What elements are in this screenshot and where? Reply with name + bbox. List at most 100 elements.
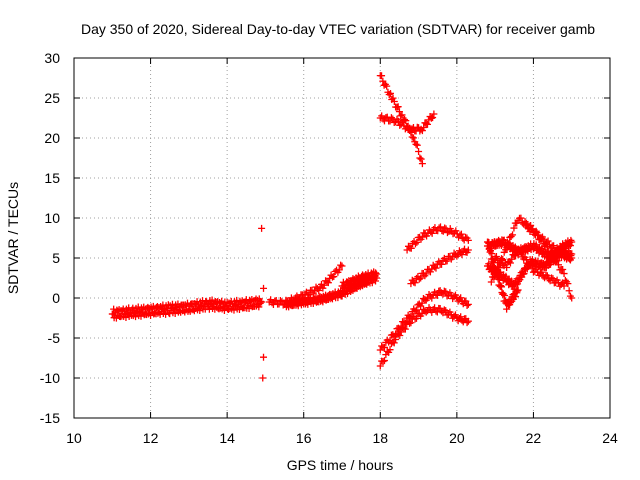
y-tick-label: 10 bbox=[44, 210, 60, 226]
x-tick-label: 24 bbox=[602, 430, 618, 446]
data-point-marker bbox=[463, 319, 471, 327]
data-point-marker bbox=[372, 270, 380, 278]
data-point-marker bbox=[428, 294, 436, 302]
data-point-marker bbox=[171, 310, 179, 318]
data-point-marker bbox=[542, 271, 550, 279]
data-point-marker bbox=[394, 103, 402, 111]
data-point-marker bbox=[508, 255, 516, 263]
data-point-marker bbox=[412, 140, 420, 148]
data-point-marker bbox=[567, 236, 575, 244]
series-mid-b bbox=[407, 245, 472, 288]
series-main-band bbox=[108, 295, 266, 322]
data-point-marker bbox=[406, 313, 414, 321]
data-point-marker bbox=[411, 240, 419, 248]
series-low-a bbox=[376, 304, 472, 370]
data-point-marker bbox=[553, 257, 561, 265]
data-point-marker bbox=[387, 114, 395, 122]
data-point-marker bbox=[464, 236, 472, 244]
data-point-marker bbox=[487, 278, 495, 286]
data-point-marker bbox=[260, 284, 268, 292]
data-point-marker bbox=[401, 319, 409, 327]
data-point-marker bbox=[564, 280, 572, 288]
data-point-marker bbox=[418, 127, 426, 135]
data-point-marker bbox=[412, 314, 420, 322]
data-point-marker bbox=[484, 238, 492, 246]
data-point-marker bbox=[517, 214, 525, 222]
data-point-marker bbox=[376, 362, 384, 370]
data-points bbox=[108, 72, 576, 382]
data-point-marker bbox=[267, 296, 275, 304]
data-point-marker bbox=[544, 237, 552, 245]
data-point-marker bbox=[503, 245, 511, 253]
data-point-marker bbox=[503, 263, 511, 271]
series-right-f bbox=[522, 221, 576, 259]
data-point-marker bbox=[490, 263, 498, 271]
data-point-marker bbox=[538, 268, 546, 276]
data-point-marker bbox=[506, 259, 514, 267]
data-point-marker bbox=[418, 233, 426, 241]
data-point-marker bbox=[452, 227, 460, 235]
y-tick-label: -10 bbox=[40, 370, 60, 386]
data-point-marker bbox=[559, 265, 567, 273]
data-point-marker bbox=[257, 297, 265, 305]
data-point-marker bbox=[407, 312, 415, 320]
data-point-marker bbox=[386, 89, 394, 97]
data-point-marker bbox=[555, 245, 563, 253]
data-point-marker bbox=[527, 260, 535, 268]
data-point-marker bbox=[523, 221, 531, 229]
x-tick-label: 12 bbox=[143, 430, 159, 446]
data-point-marker bbox=[442, 288, 450, 296]
data-point-marker bbox=[415, 275, 423, 283]
data-point-marker bbox=[509, 231, 517, 239]
data-point-marker bbox=[379, 358, 387, 366]
data-point-marker bbox=[335, 266, 343, 274]
data-point-marker bbox=[385, 91, 393, 99]
data-point-marker bbox=[413, 238, 421, 246]
data-point-marker bbox=[433, 291, 441, 299]
data-point-marker bbox=[440, 306, 448, 314]
y-tick-label: 15 bbox=[44, 170, 60, 186]
y-tick-label: -15 bbox=[40, 410, 60, 426]
chart-title: Day 350 of 2020, Sidereal Day-to-day VTE… bbox=[81, 21, 595, 37]
data-point-marker bbox=[386, 336, 394, 344]
data-point-marker bbox=[420, 124, 428, 132]
axis-ticks: 10 12 14 16 18 20 22 24 -15 -10 -5 0 5 10 15 20 25 30 bbox=[40, 50, 618, 446]
data-point-marker bbox=[411, 307, 419, 315]
y-tick-label: 5 bbox=[52, 250, 60, 266]
data-point-marker bbox=[513, 287, 521, 295]
data-point-marker bbox=[560, 270, 568, 278]
y-tick-label: 25 bbox=[44, 90, 60, 106]
data-point-marker bbox=[550, 242, 558, 250]
data-point-marker bbox=[443, 229, 451, 237]
data-point-marker bbox=[415, 148, 423, 156]
data-point-marker bbox=[512, 252, 520, 260]
data-point-marker bbox=[463, 301, 471, 309]
data-point-marker bbox=[560, 282, 568, 290]
data-point-marker bbox=[418, 299, 426, 307]
data-point-marker bbox=[543, 272, 551, 280]
data-point-marker bbox=[412, 306, 420, 314]
data-point-marker bbox=[438, 260, 446, 268]
data-point-marker bbox=[429, 114, 437, 122]
data-point-marker bbox=[554, 261, 562, 269]
data-point-marker bbox=[397, 112, 405, 120]
y-tick-label: 20 bbox=[44, 130, 60, 146]
data-point-marker bbox=[390, 97, 398, 105]
series-outliers bbox=[258, 224, 268, 382]
x-tick-label: 18 bbox=[372, 430, 388, 446]
data-point-marker bbox=[386, 346, 394, 354]
data-point-marker bbox=[522, 256, 530, 264]
data-point-marker bbox=[389, 94, 397, 102]
data-point-marker bbox=[260, 353, 268, 361]
data-point-marker bbox=[408, 133, 416, 141]
data-point-marker bbox=[464, 317, 472, 325]
data-point-marker bbox=[568, 250, 576, 258]
data-point-marker bbox=[428, 229, 436, 237]
data-point-marker bbox=[324, 279, 332, 287]
data-point-marker bbox=[464, 300, 472, 308]
data-point-marker bbox=[380, 357, 388, 365]
data-point-marker bbox=[517, 248, 525, 256]
data-point-marker bbox=[418, 160, 426, 168]
data-point-marker bbox=[457, 294, 465, 302]
data-point-marker bbox=[417, 155, 425, 163]
